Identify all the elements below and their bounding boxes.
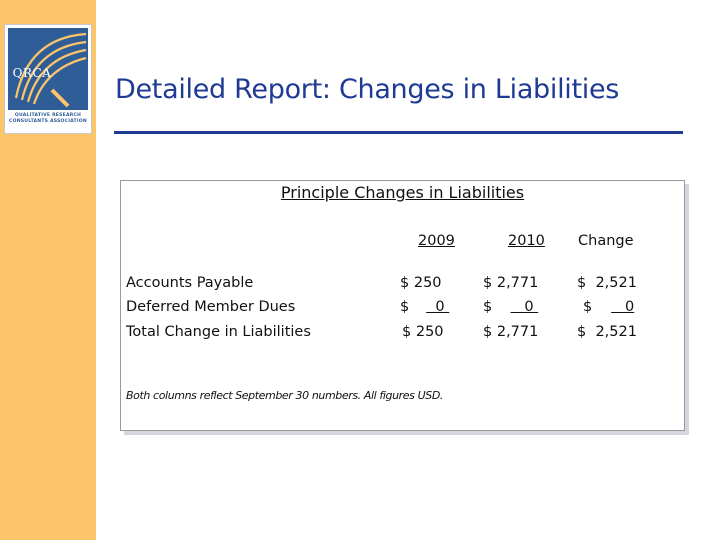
- currency-symbol: $: [577, 275, 587, 291]
- row-label: Accounts Payable: [126, 275, 254, 291]
- table-title: Principle Changes in Liabilities: [280, 183, 525, 202]
- logo-acronym: QRCA: [12, 66, 52, 80]
- cell-value: 250: [415, 324, 444, 340]
- logo-arcs-icon: [14, 32, 87, 108]
- cell-2010: $ 2,771: [483, 324, 538, 340]
- currency-symbol: $: [583, 299, 593, 315]
- currency-symbol: $: [483, 299, 493, 315]
- header-change: Change: [578, 233, 634, 249]
- qrca-logo: QRCA QUALITATIVE RESEARCH CONSULTANTS AS…: [4, 24, 92, 134]
- cell-change: $ 2,521: [577, 275, 637, 291]
- header-2010: 2010: [508, 233, 545, 249]
- cell-2009: $ 250: [402, 324, 444, 340]
- cell-value: 250: [413, 275, 442, 291]
- cell-2010: $ 0: [483, 299, 538, 315]
- currency-symbol: $: [400, 275, 410, 291]
- row-label: Total Change in Liabilities: [126, 324, 311, 340]
- logo-subtitle-line2: CONSULTANTS ASSOCIATION: [9, 119, 87, 124]
- cell-change: $ 0: [583, 299, 634, 315]
- cell-value: 0: [435, 299, 445, 315]
- currency-symbol: $: [483, 324, 493, 340]
- cell-value: 2,771: [496, 324, 539, 340]
- cell-value: 2,521: [595, 324, 637, 340]
- cell-value: 0: [625, 299, 635, 315]
- page-title: Detailed Report: Changes in Liabilities: [115, 74, 620, 105]
- header-2009: 2009: [418, 233, 455, 249]
- row-label: Deferred Member Dues: [126, 299, 296, 315]
- cell-value: 2,521: [595, 275, 637, 291]
- logo-emblem: QRCA: [8, 28, 88, 110]
- cell-2010: $ 2,771: [483, 275, 538, 291]
- cell-2009: $ 250: [400, 275, 442, 291]
- cell-2009: $ 0: [400, 299, 449, 315]
- table-panel: [120, 180, 685, 431]
- logo-subtitle-line1: QUALITATIVE RESEARCH: [14, 113, 82, 118]
- currency-symbol: $: [400, 299, 410, 315]
- table-footnote: Both columns reflect September 30 number…: [126, 389, 444, 402]
- cell-value: 2,771: [496, 275, 539, 291]
- currency-symbol: $: [402, 324, 412, 340]
- currency-symbol: $: [483, 275, 493, 291]
- title-divider: [114, 131, 683, 134]
- currency-symbol: $: [577, 324, 587, 340]
- cell-change: $ 2,521: [577, 324, 637, 340]
- logo-subtitle: QUALITATIVE RESEARCH CONSULTANTS ASSOCIA…: [7, 113, 89, 125]
- cell-value: 0: [524, 299, 534, 315]
